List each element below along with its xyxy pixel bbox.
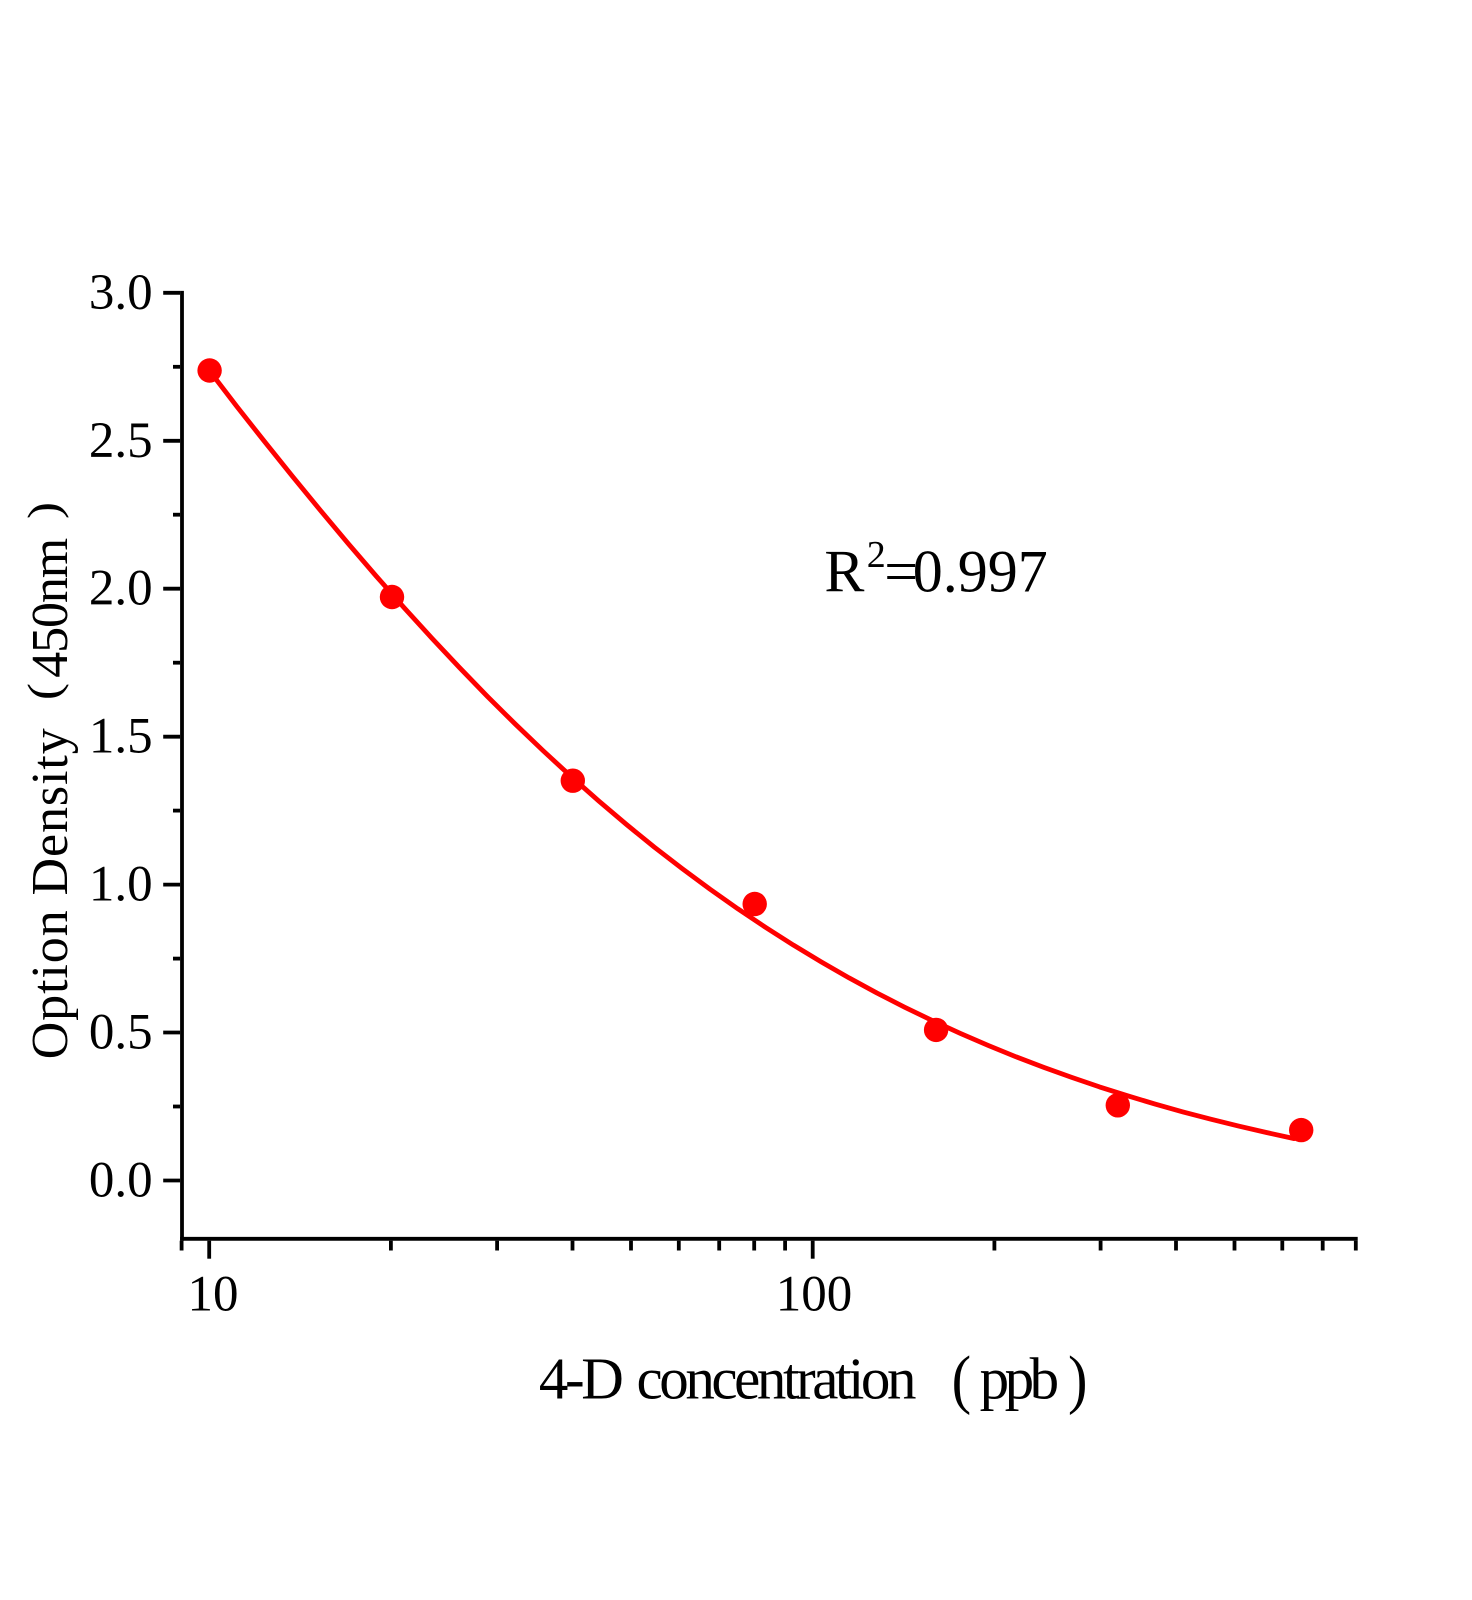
- svg-text:0.997: 0.997: [913, 539, 1048, 605]
- svg-text:3.0: 3.0: [89, 265, 153, 321]
- svg-text:2.5: 2.5: [89, 413, 153, 469]
- svg-text:(: (: [18, 683, 69, 700]
- svg-text:10: 10: [188, 1266, 239, 1322]
- svg-text:R: R: [824, 539, 864, 605]
- svg-text:): ): [18, 502, 69, 519]
- svg-text:=: =: [884, 539, 918, 605]
- svg-text:2.0: 2.0: [89, 561, 153, 617]
- svg-text:0.5: 0.5: [89, 1005, 153, 1061]
- svg-text:1.5: 1.5: [89, 709, 153, 765]
- svg-text:(: (: [952, 1343, 972, 1416]
- svg-text:concentration: concentration: [637, 1345, 917, 1411]
- svg-text:Option Density: Option Density: [22, 728, 79, 1059]
- svg-text:ppb: ppb: [980, 1345, 1060, 1411]
- svg-text:4-D: 4-D: [539, 1345, 624, 1411]
- svg-text:): ): [1068, 1343, 1088, 1416]
- svg-text:450nm: 450nm: [22, 538, 79, 678]
- svg-text:1.0: 1.0: [89, 857, 153, 913]
- svg-text:0.0: 0.0: [89, 1153, 153, 1209]
- svg-text:2: 2: [867, 534, 886, 576]
- svg-text:100: 100: [776, 1266, 853, 1322]
